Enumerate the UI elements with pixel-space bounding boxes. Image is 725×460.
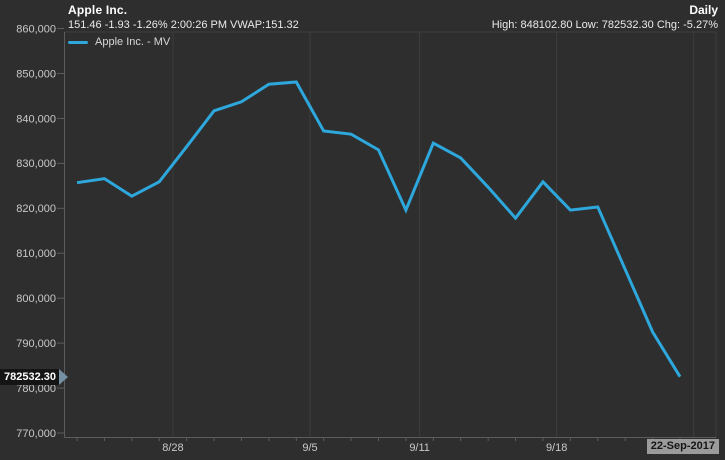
y-axis-label: 860,000 xyxy=(16,23,56,35)
last-date-badge: 22-Sep-2017 xyxy=(646,439,719,454)
y-axis-label: 770,000 xyxy=(16,428,56,440)
y-axis-label: 810,000 xyxy=(16,248,56,260)
y-axis-label: 850,000 xyxy=(16,68,56,80)
instrument-title: Apple Inc. xyxy=(68,3,128,17)
chart-header-right: Daily High: 848102.80 Low: 782532.30 Chg… xyxy=(492,3,718,32)
period-label[interactable]: Daily xyxy=(689,3,718,17)
y-axis-label: 780,000 xyxy=(16,383,56,395)
x-axis-label: 8/28 xyxy=(162,442,183,454)
chart-header-left: Apple Inc. 151.46 -1.93 -1.26% 2:00:26 P… xyxy=(68,3,299,32)
x-axis-label: 9/11 xyxy=(409,442,430,454)
quote-summary: 151.46 -1.93 -1.26% 2:00:26 PM VWAP:151.… xyxy=(68,19,299,31)
x-axis-label: 9/5 xyxy=(302,442,317,454)
series-line-swatch-icon xyxy=(68,40,88,44)
legend: Apple Inc. - MV xyxy=(68,36,170,48)
y-axis-label: 840,000 xyxy=(16,113,56,125)
last-value-badge: 782532.30 xyxy=(0,368,68,385)
price-line xyxy=(76,80,682,378)
legend-label[interactable]: Apple Inc. - MV xyxy=(95,36,171,48)
y-axis-label: 820,000 xyxy=(16,203,56,215)
badge-arrow-icon xyxy=(59,368,68,385)
y-axis-label: 800,000 xyxy=(16,293,56,305)
range-stats: High: 848102.80 Low: 782532.30 Chg: -5.2… xyxy=(491,19,718,31)
x-axis-label: 9/18 xyxy=(546,442,567,454)
y-axis-label: 790,000 xyxy=(16,338,56,350)
last-value-text: 782532.30 xyxy=(0,368,59,385)
y-axis-label: 830,000 xyxy=(16,158,56,170)
